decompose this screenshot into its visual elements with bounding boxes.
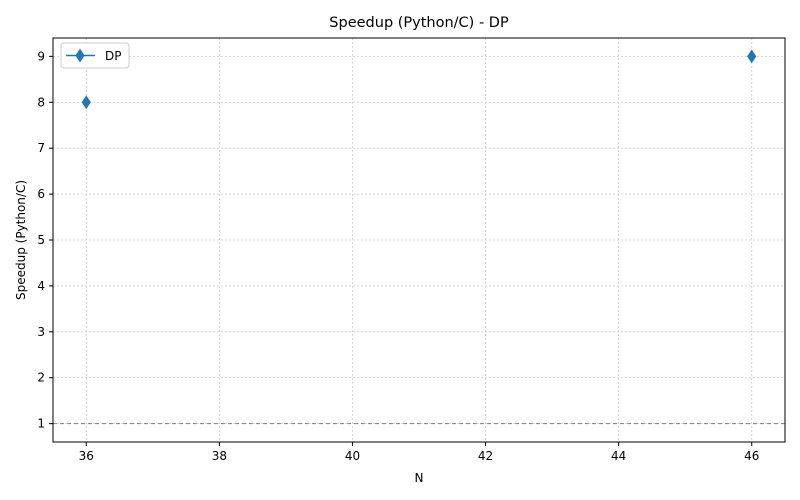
x-tick-label: 36	[79, 449, 94, 463]
series-group	[81, 49, 757, 110]
y-tick-label: 2	[37, 371, 45, 385]
y-tick-label: 9	[37, 49, 45, 63]
y-tick-label: 6	[37, 187, 45, 201]
y-tick-label: 8	[37, 95, 45, 109]
legend-label: DP	[105, 49, 121, 63]
x-axis-ticks: 36 38 40 42 44 46	[79, 442, 759, 463]
y-axis-label: Speedup (Python/C)	[14, 180, 28, 300]
x-tick-label: 38	[212, 449, 227, 463]
y-tick-label: 1	[37, 417, 45, 431]
y-axis-ticks: 1 2 3 4 5 6 7 8 9	[37, 49, 53, 431]
x-tick-label: 42	[478, 449, 493, 463]
y-tick-label: 5	[37, 233, 45, 247]
x-tick-label: 46	[744, 449, 759, 463]
chart-title: Speedup (Python/C) - DP	[329, 15, 509, 31]
legend: DP	[60, 42, 130, 69]
x-tick-label: 44	[611, 449, 626, 463]
data-point	[747, 49, 757, 64]
y-tick-label: 3	[37, 325, 45, 339]
data-point	[81, 95, 91, 110]
x-axis-label: N	[415, 471, 424, 485]
x-tick-label: 40	[345, 449, 360, 463]
y-tick-label: 4	[37, 279, 45, 293]
legend-marker	[75, 48, 85, 63]
y-tick-label: 7	[37, 141, 45, 155]
